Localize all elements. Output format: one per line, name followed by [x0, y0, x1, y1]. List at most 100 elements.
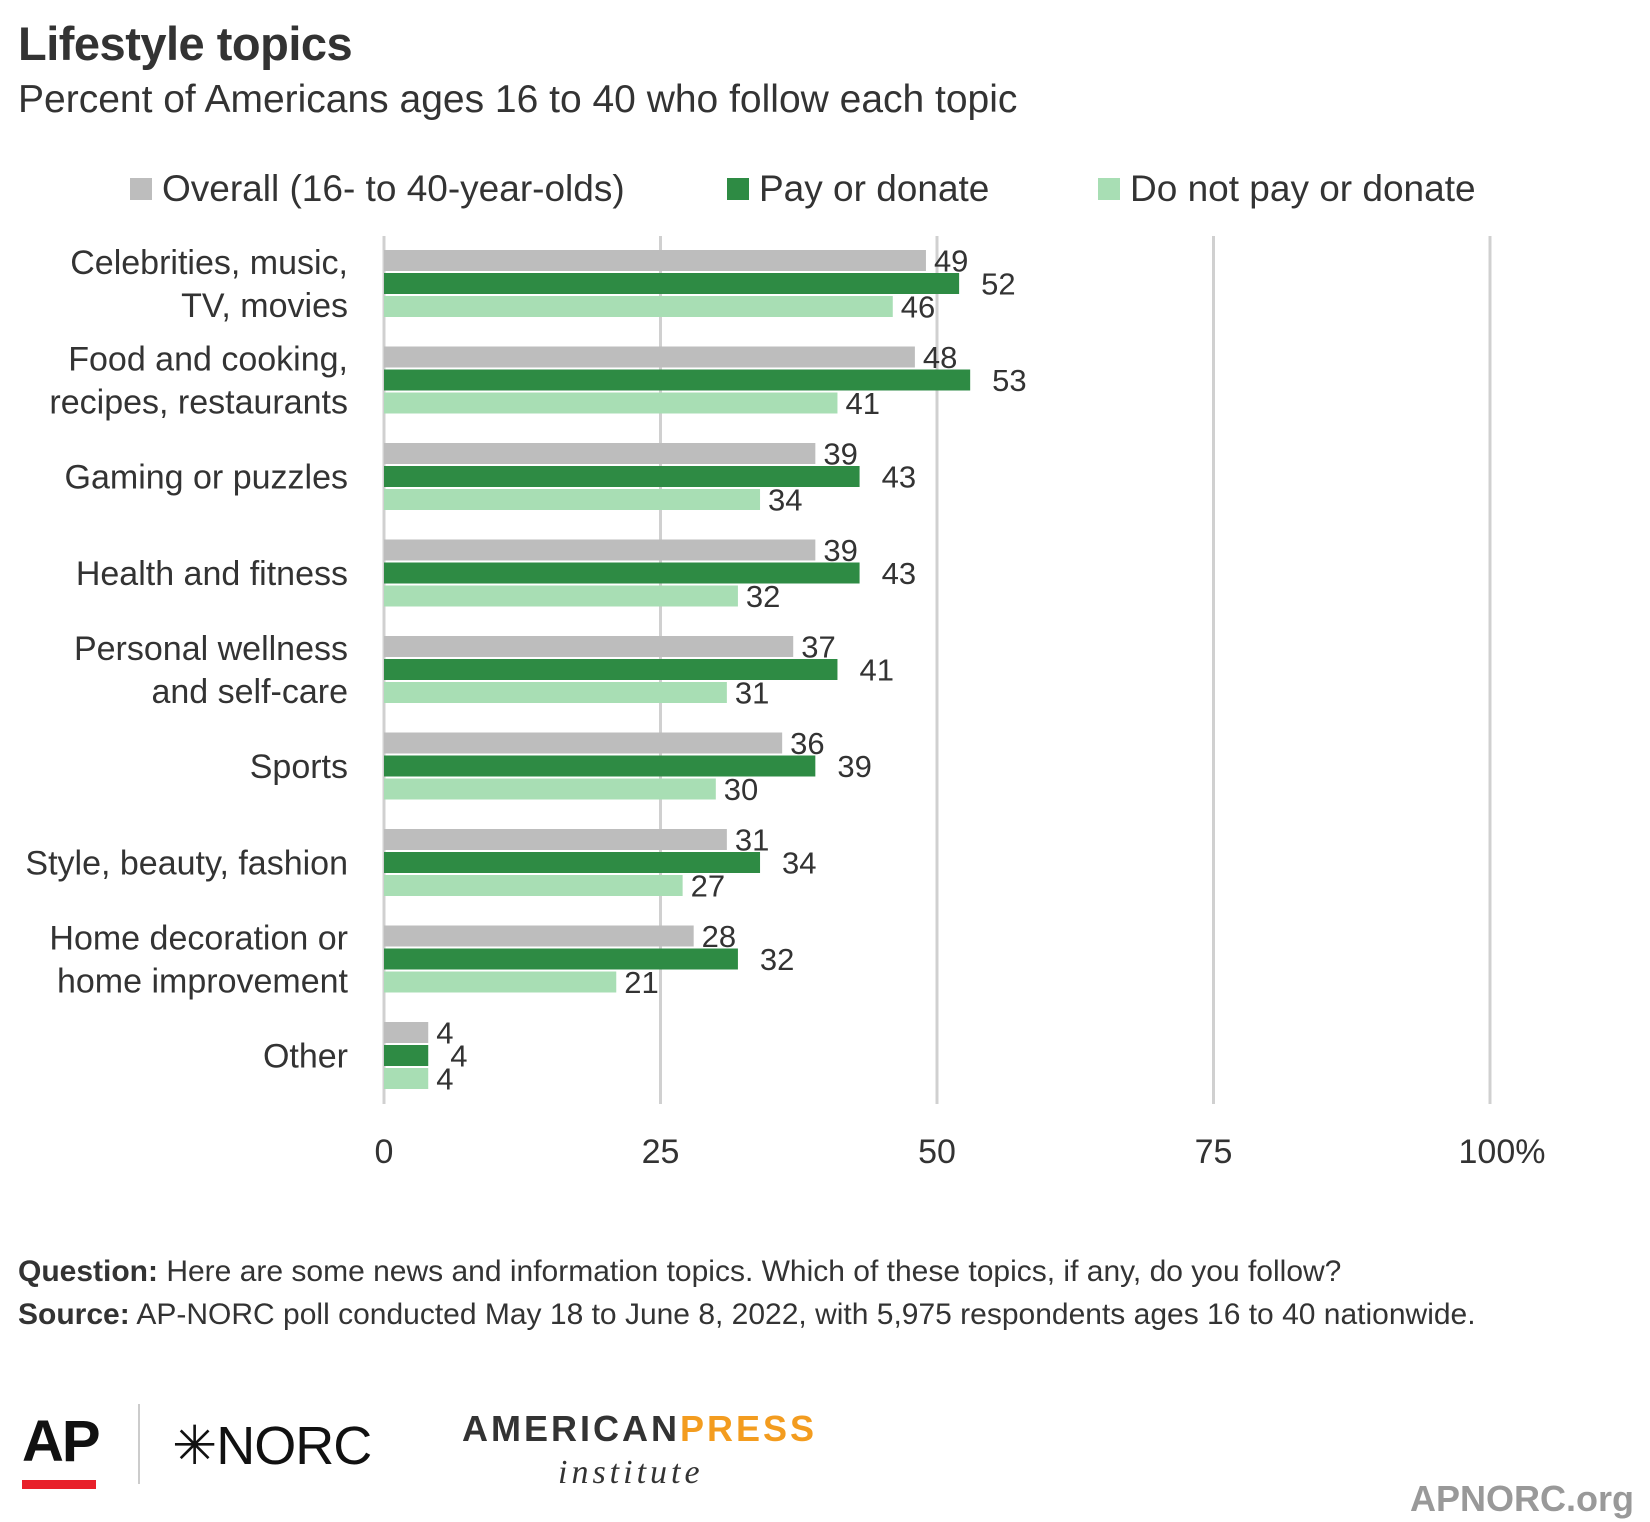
bar-7-0	[384, 925, 694, 947]
category-label-2-0: Gaming or puzzles	[65, 459, 348, 497]
value-label-4-1: 41	[859, 653, 893, 688]
api-logo-press: PRESS	[680, 1408, 818, 1449]
value-label-7-2: 21	[624, 965, 658, 1000]
value-label-4-0: 37	[801, 630, 835, 665]
chart-subtitle: Percent of Americans ages 16 to 40 who f…	[18, 78, 1018, 121]
bar-1-2	[384, 392, 838, 414]
bar-2-0	[384, 443, 816, 464]
bar-8-2	[384, 1068, 429, 1089]
value-label-8-1: 4	[450, 1039, 467, 1074]
category-label-4-1: and self-care	[151, 673, 348, 711]
x-tick-label-3: 75	[1195, 1133, 1233, 1171]
bar-chart: 49 52 46 Celebrities, music, TV, movies 48 53 4…	[25, 236, 1546, 1171]
legend-item-overall: Overall (16- to 40-year-olds)	[130, 168, 625, 210]
bar-1-1	[384, 369, 971, 391]
api-logo-american: AMERICAN	[462, 1408, 680, 1449]
logo-divider	[138, 1404, 140, 1484]
value-label-0-1: 52	[981, 267, 1015, 302]
value-label-6-0: 31	[735, 823, 769, 858]
bar-5-1	[384, 755, 816, 777]
category-label-7-0: Home decoration or	[49, 920, 348, 958]
source-text: AP-NORC poll conducted May 18 to June 8,…	[129, 1298, 1476, 1331]
footer-logos: AP ✳NORC AMERICANPRESS institute APNORC.…	[0, 1400, 1650, 1519]
bar-4-1	[384, 659, 838, 680]
legend-label-nopay: Do not pay or donate	[1130, 168, 1476, 209]
value-label-1-0: 48	[923, 340, 957, 375]
value-label-4-2: 31	[735, 676, 769, 711]
bar-1-0	[384, 346, 915, 368]
ap-logo-bar	[22, 1480, 96, 1489]
value-label-6-1: 34	[782, 846, 816, 881]
category-label-8-0: Other	[263, 1038, 348, 1076]
value-label-6-2: 27	[691, 869, 725, 904]
value-label-1-1: 53	[992, 363, 1026, 398]
legend-swatch-nopay	[1098, 178, 1120, 200]
category-label-1-0: Food and cooking,	[68, 341, 348, 379]
chart-notes: Question: Here are some news and informa…	[18, 1250, 1618, 1336]
legend-label-overall: Overall (16- to 40-year-olds)	[162, 168, 625, 209]
bar-0-0	[384, 250, 926, 271]
api-logo-institute: institute	[558, 1454, 704, 1491]
category-label-6-0: Style, beauty, fashion	[25, 845, 348, 883]
category-label-4-0: Personal wellness	[74, 630, 348, 668]
value-label-7-0: 28	[702, 919, 736, 954]
bar-6-1	[384, 852, 761, 873]
value-label-0-0: 49	[934, 244, 968, 279]
category-label-0-0: Celebrities, music,	[70, 244, 348, 282]
value-label-8-2: 4	[436, 1062, 453, 1097]
source-label: Source:	[18, 1298, 130, 1331]
value-label-3-0: 39	[823, 533, 857, 568]
value-label-7-1: 32	[760, 942, 794, 977]
bar-6-2	[384, 875, 683, 896]
category-label-1-1: recipes, restaurants	[49, 384, 348, 422]
value-label-0-2: 46	[901, 290, 935, 325]
value-label-2-0: 39	[823, 437, 857, 472]
bar-5-0	[384, 732, 783, 754]
category-label-7-1: home improvement	[57, 963, 349, 1001]
category-label-5-0: Sports	[250, 748, 348, 786]
question-text: Here are some news and information topic…	[158, 1255, 1342, 1288]
ap-logo: AP	[22, 1409, 101, 1474]
legend-swatch-pay	[727, 178, 749, 200]
bar-8-1	[384, 1045, 429, 1066]
x-tick-label-4: 100%	[1459, 1133, 1546, 1171]
value-label-5-2: 30	[724, 772, 758, 807]
legend-item-pay: Pay or donate	[727, 168, 989, 210]
x-tick-label-1: 25	[642, 1133, 680, 1171]
category-label-3-0: Health and fitness	[76, 555, 348, 593]
api-logo: AMERICANPRESS	[462, 1408, 817, 1450]
question-note: Question: Here are some news and informa…	[18, 1250, 1618, 1293]
bar-8-0	[384, 1022, 429, 1043]
bar-4-2	[384, 682, 727, 703]
category-label-0-1: TV, movies	[181, 287, 348, 325]
value-label-3-2: 32	[746, 579, 780, 614]
value-label-2-1: 43	[882, 460, 916, 495]
bar-6-0	[384, 829, 727, 850]
norc-logo: ✳NORC	[172, 1416, 372, 1476]
question-label: Question:	[18, 1255, 158, 1288]
bar-0-2	[384, 296, 893, 317]
x-tick-label-2: 50	[918, 1133, 956, 1171]
legend: Overall (16- to 40-year-olds) Pay or don…	[0, 168, 1650, 218]
bar-3-0	[384, 539, 816, 561]
bar-0-1	[384, 273, 960, 294]
site-url: APNORC.org	[1410, 1478, 1634, 1519]
value-label-8-0: 4	[436, 1016, 453, 1051]
bar-3-2	[384, 585, 738, 607]
bar-2-2	[384, 489, 761, 510]
x-tick-label-0: 0	[375, 1133, 394, 1171]
bar-7-1	[384, 948, 738, 970]
legend-swatch-overall	[130, 178, 152, 200]
value-label-5-0: 36	[790, 726, 824, 761]
value-label-2-2: 34	[768, 483, 802, 518]
bar-2-1	[384, 466, 860, 487]
chart-title: Lifestyle topics	[18, 17, 353, 70]
value-label-5-1: 39	[837, 749, 871, 784]
bar-3-1	[384, 562, 860, 584]
value-label-1-2: 41	[845, 386, 879, 421]
legend-item-nopay: Do not pay or donate	[1098, 168, 1476, 210]
bar-4-0	[384, 636, 794, 657]
bar-5-2	[384, 778, 716, 800]
legend-label-pay: Pay or donate	[759, 168, 990, 209]
value-label-3-1: 43	[882, 556, 916, 591]
